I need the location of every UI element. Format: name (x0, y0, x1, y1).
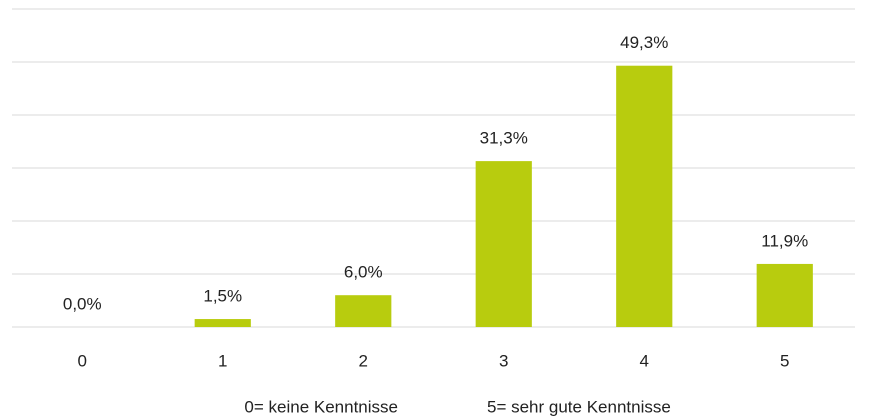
bar (616, 65, 673, 328)
bar (335, 295, 392, 327)
x-tick-label: 0 (78, 351, 87, 370)
data-label: 49,3% (620, 33, 668, 52)
data-label: 11,9% (761, 231, 808, 250)
x-tick-label: 3 (499, 351, 508, 370)
annotation: 0= keine Kenntnisse (244, 397, 398, 416)
x-tick-label: 5 (780, 351, 789, 370)
data-label: 31,3% (480, 129, 528, 148)
data-label: 6,0% (344, 263, 383, 282)
bar (475, 161, 532, 327)
x-tick-label: 4 (640, 351, 649, 370)
x-tick-label: 2 (359, 351, 368, 370)
data-label: 0,0% (63, 294, 102, 313)
data-label: 1,5% (203, 287, 242, 306)
annotation: 5= sehr gute Kenntnisse (487, 397, 671, 416)
x-tick-label: 1 (218, 351, 227, 370)
bar (756, 263, 813, 327)
bar (194, 319, 251, 327)
